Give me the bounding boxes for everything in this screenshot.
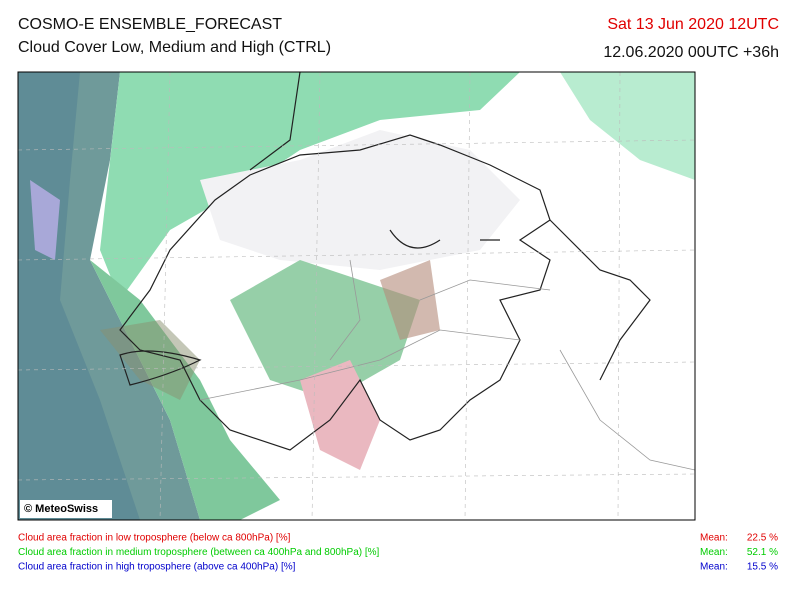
mean-value: 15.5 % [747,562,778,573]
title: COSMO-E ENSEMBLE_FORECAST [18,16,282,33]
subtitle: Cloud Cover Low, Medium and High (CTRL) [18,39,331,56]
legend-text: Cloud area fraction in low troposphere (… [18,533,291,544]
mean-label: Mean: [700,547,728,558]
valid-time: Sat 13 Jun 2020 12UTC [607,16,779,33]
legend-text: Cloud area fraction in medium tropospher… [18,547,380,558]
map: © MeteoSwiss [17,71,696,521]
legend-text: Cloud area fraction in high troposphere … [18,562,296,573]
run-time: 12.06.2020 00UTC +36h [603,44,779,61]
legend: Cloud area fraction in low troposphere (… [18,533,778,573]
mean-label: Mean: [700,562,728,573]
mean-value: 22.5 % [747,533,778,544]
credit: © MeteoSwiss [24,503,98,515]
mean-value: 52.1 % [747,547,778,558]
mean-label: Mean: [700,533,728,544]
